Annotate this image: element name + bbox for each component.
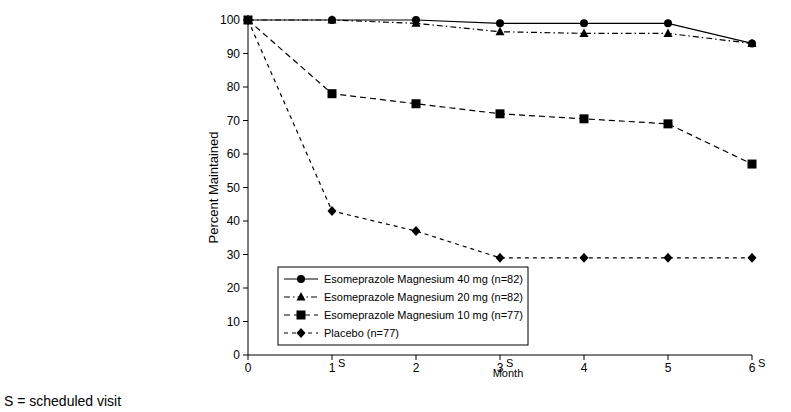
point [412, 99, 421, 108]
y-tick-label: 10 [227, 315, 241, 329]
point [328, 89, 337, 98]
point [748, 38, 757, 47]
y-tick-label: 30 [227, 248, 241, 262]
point [580, 253, 589, 263]
x-tick-label: 5 [665, 361, 672, 375]
x-tick [332, 355, 333, 360]
point [664, 253, 673, 263]
y-tick-label: 100 [220, 13, 240, 27]
legend-label: Placebo (n=77) [324, 327, 399, 339]
y-tick-label: 0 [233, 348, 240, 362]
point [580, 19, 588, 27]
point [496, 19, 504, 27]
point [244, 16, 252, 24]
legend-marker [297, 328, 306, 338]
point [664, 19, 672, 27]
x-tick [752, 355, 753, 360]
y-tick-label: 60 [227, 147, 241, 161]
y-tick [243, 288, 248, 289]
point [412, 18, 421, 27]
point [244, 16, 253, 25]
legend-label: Esomeprazole Magnesium 20 mg (n=82) [324, 291, 523, 303]
point [664, 119, 673, 128]
legend: Esomeprazole Magnesium 40 mg (n=82) Esome… [278, 267, 528, 345]
point [496, 27, 505, 35]
series-line [248, 20, 752, 164]
point [412, 226, 421, 236]
scheduled-visit-mark: S [758, 357, 765, 369]
chart: 01020304050607080901000123456SSSMonthPer… [0, 0, 791, 412]
point [748, 160, 757, 169]
point [664, 28, 673, 37]
x-tick-label: 0 [245, 361, 252, 375]
point [244, 15, 253, 25]
data-group [244, 15, 757, 263]
legend-marker [297, 275, 305, 283]
x-tick-label: 2 [413, 361, 420, 375]
point [496, 253, 505, 263]
y-tick [243, 221, 248, 222]
footnote: S = scheduled visit [4, 393, 121, 409]
y-tick [243, 120, 248, 121]
y-tick-label: 20 [227, 281, 241, 295]
y-tick [243, 321, 248, 322]
series-line [248, 20, 752, 43]
y-tick [243, 254, 248, 255]
legend-label: Esomeprazole Magnesium 10 mg (n=77) [324, 309, 523, 321]
y-tick-label: 80 [227, 80, 241, 94]
point [328, 15, 337, 24]
x-tick [416, 355, 417, 360]
y-tick [243, 187, 248, 188]
legend-label: Esomeprazole Magnesium 40 mg (n=82) [324, 273, 523, 285]
point [328, 206, 337, 216]
x-tick-label: 1 [329, 361, 336, 375]
axes: 01020304050607080901000123456SSSMonthPer… [206, 13, 765, 379]
y-tick-label: 40 [227, 214, 241, 228]
series-line [248, 20, 752, 43]
legend-marker [297, 292, 306, 301]
legend-box [278, 267, 528, 345]
point [580, 28, 589, 37]
x-axis-label: Month [493, 367, 524, 379]
x-tick [584, 355, 585, 360]
x-tick [668, 355, 669, 360]
y-tick [243, 355, 248, 356]
point [748, 253, 757, 263]
x-tick-label: 6 [749, 361, 756, 375]
point [580, 114, 589, 123]
legend-marker [297, 311, 306, 320]
x-tick [500, 355, 501, 360]
y-tick [243, 87, 248, 88]
y-tick-label: 50 [227, 181, 241, 195]
series-line [248, 20, 752, 258]
y-tick-label: 70 [227, 114, 241, 128]
x-tick-label: 4 [581, 361, 588, 375]
point [496, 109, 505, 118]
scheduled-visit-mark: S [338, 357, 345, 369]
y-tick [243, 154, 248, 155]
y-tick-label: 90 [227, 47, 241, 61]
y-axis-label: Percent Maintained [206, 131, 221, 243]
y-tick [243, 53, 248, 54]
x-tick [248, 355, 249, 360]
